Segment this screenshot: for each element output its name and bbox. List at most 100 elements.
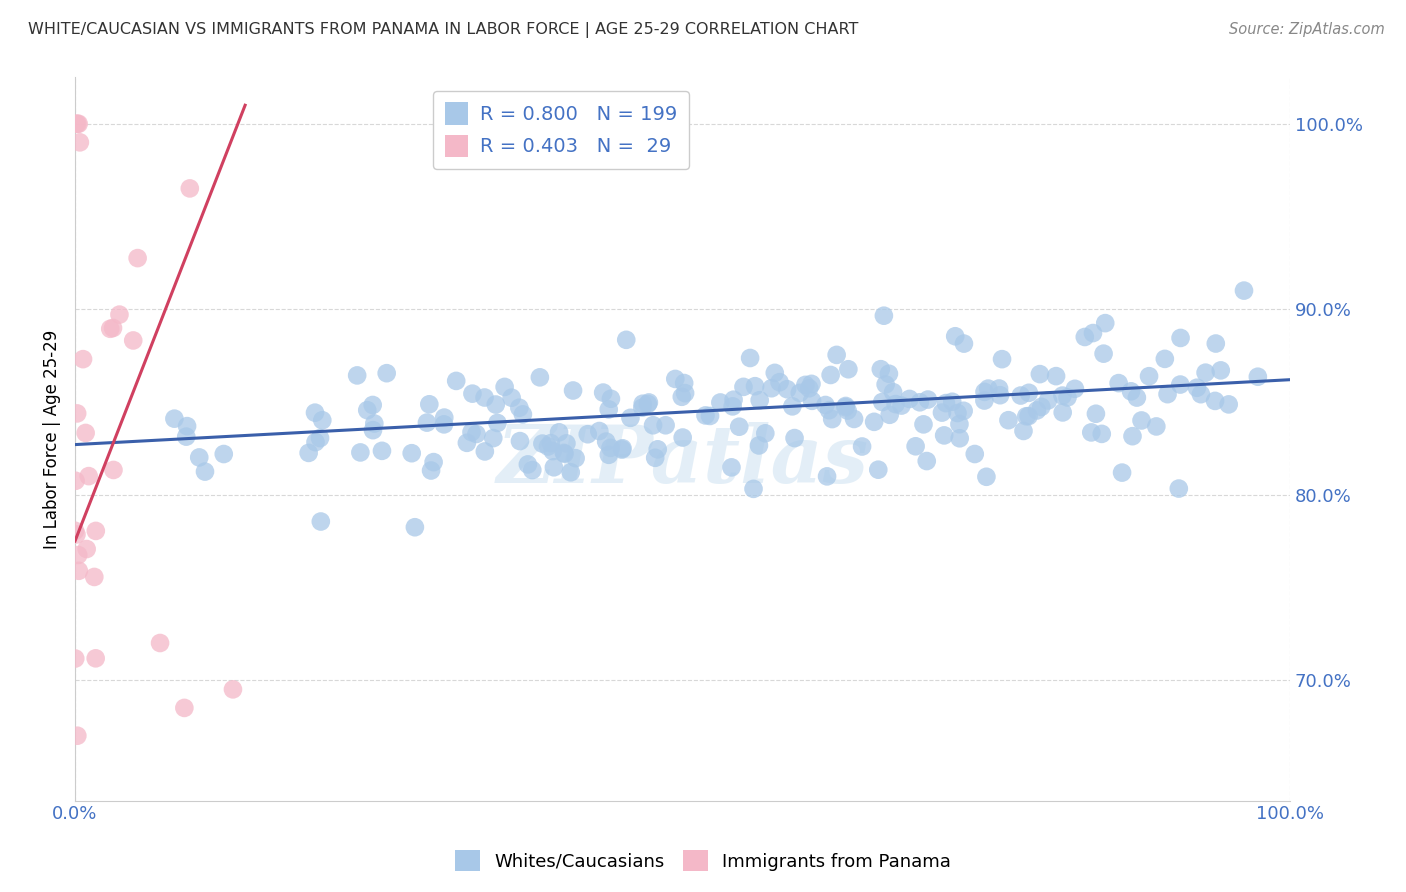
Point [501, 391, 523, 405]
Point [564, 451, 586, 466]
Point [943, 329, 966, 343]
Point [1153, 351, 1175, 366]
Point [870, 395, 893, 409]
Point [644, 450, 666, 465]
Point [776, 382, 799, 396]
Legend: Whites/Caucasians, Immigrants from Panama: Whites/Caucasians, Immigrants from Panam… [447, 843, 959, 879]
Point [588, 424, 610, 438]
Point [122, 334, 145, 348]
Point [782, 400, 804, 414]
Point [592, 385, 614, 400]
Point [346, 368, 368, 383]
Point [531, 436, 554, 450]
Point [1130, 413, 1153, 427]
Point [1168, 377, 1191, 392]
Point [612, 442, 634, 456]
Point [1012, 424, 1035, 438]
Point [699, 409, 721, 423]
Point [304, 406, 326, 420]
Point [418, 397, 440, 411]
Point [361, 423, 384, 437]
Point [67, 564, 90, 578]
Point [1081, 326, 1104, 340]
Y-axis label: In Labor Force | Age 25-29: In Labor Force | Age 25-29 [44, 329, 60, 549]
Point [842, 412, 865, 426]
Point [1018, 409, 1040, 423]
Point [949, 431, 972, 445]
Point [416, 416, 439, 430]
Point [898, 392, 921, 406]
Point [654, 418, 676, 433]
Point [1121, 429, 1143, 443]
Point [108, 308, 131, 322]
Point [800, 376, 823, 391]
Point [637, 397, 659, 411]
Point [834, 401, 856, 415]
Point [783, 431, 806, 445]
Point [127, 251, 149, 265]
Point [1126, 391, 1149, 405]
Point [98, 322, 121, 336]
Point [84, 651, 107, 665]
Point [512, 408, 534, 422]
Point [908, 395, 931, 409]
Point [83, 570, 105, 584]
Point [1189, 387, 1212, 401]
Point [671, 390, 693, 404]
Point [540, 436, 562, 450]
Point [1209, 363, 1232, 377]
Point [1091, 426, 1114, 441]
Point [188, 450, 211, 465]
Point [963, 447, 986, 461]
Point [814, 398, 837, 412]
Point [482, 431, 505, 445]
Point [66, 406, 89, 420]
Point [163, 411, 186, 425]
Point [67, 548, 90, 562]
Point [67, 117, 90, 131]
Point [638, 395, 661, 409]
Point [875, 377, 897, 392]
Point [1015, 409, 1038, 424]
Point [66, 117, 89, 131]
Point [65, 651, 87, 665]
Point [709, 395, 731, 409]
Point [801, 393, 824, 408]
Point [799, 381, 821, 395]
Point [75, 425, 97, 440]
Point [101, 321, 124, 335]
Point [1119, 384, 1142, 399]
Point [173, 701, 195, 715]
Point [1137, 369, 1160, 384]
Point [63, 524, 86, 538]
Point [174, 429, 197, 443]
Point [890, 399, 912, 413]
Point [991, 352, 1014, 367]
Text: Source: ZipAtlas.com: Source: ZipAtlas.com [1229, 22, 1385, 37]
Point [997, 413, 1019, 427]
Point [69, 136, 91, 150]
Point [541, 444, 564, 458]
Point [1018, 385, 1040, 400]
Point [304, 435, 326, 450]
Point [1029, 367, 1052, 381]
Point [761, 381, 783, 395]
Point [65, 527, 87, 541]
Point [1064, 382, 1087, 396]
Point [176, 419, 198, 434]
Point [474, 444, 496, 458]
Point [837, 362, 859, 376]
Point [103, 463, 125, 477]
Point [222, 682, 245, 697]
Point [537, 440, 560, 454]
Point [555, 436, 578, 450]
Point [1026, 403, 1049, 417]
Point [742, 482, 765, 496]
Point [988, 382, 1011, 396]
Point [444, 374, 467, 388]
Point [946, 406, 969, 420]
Point [754, 426, 776, 441]
Point [600, 392, 623, 406]
Point [869, 362, 891, 376]
Point [1094, 316, 1116, 330]
